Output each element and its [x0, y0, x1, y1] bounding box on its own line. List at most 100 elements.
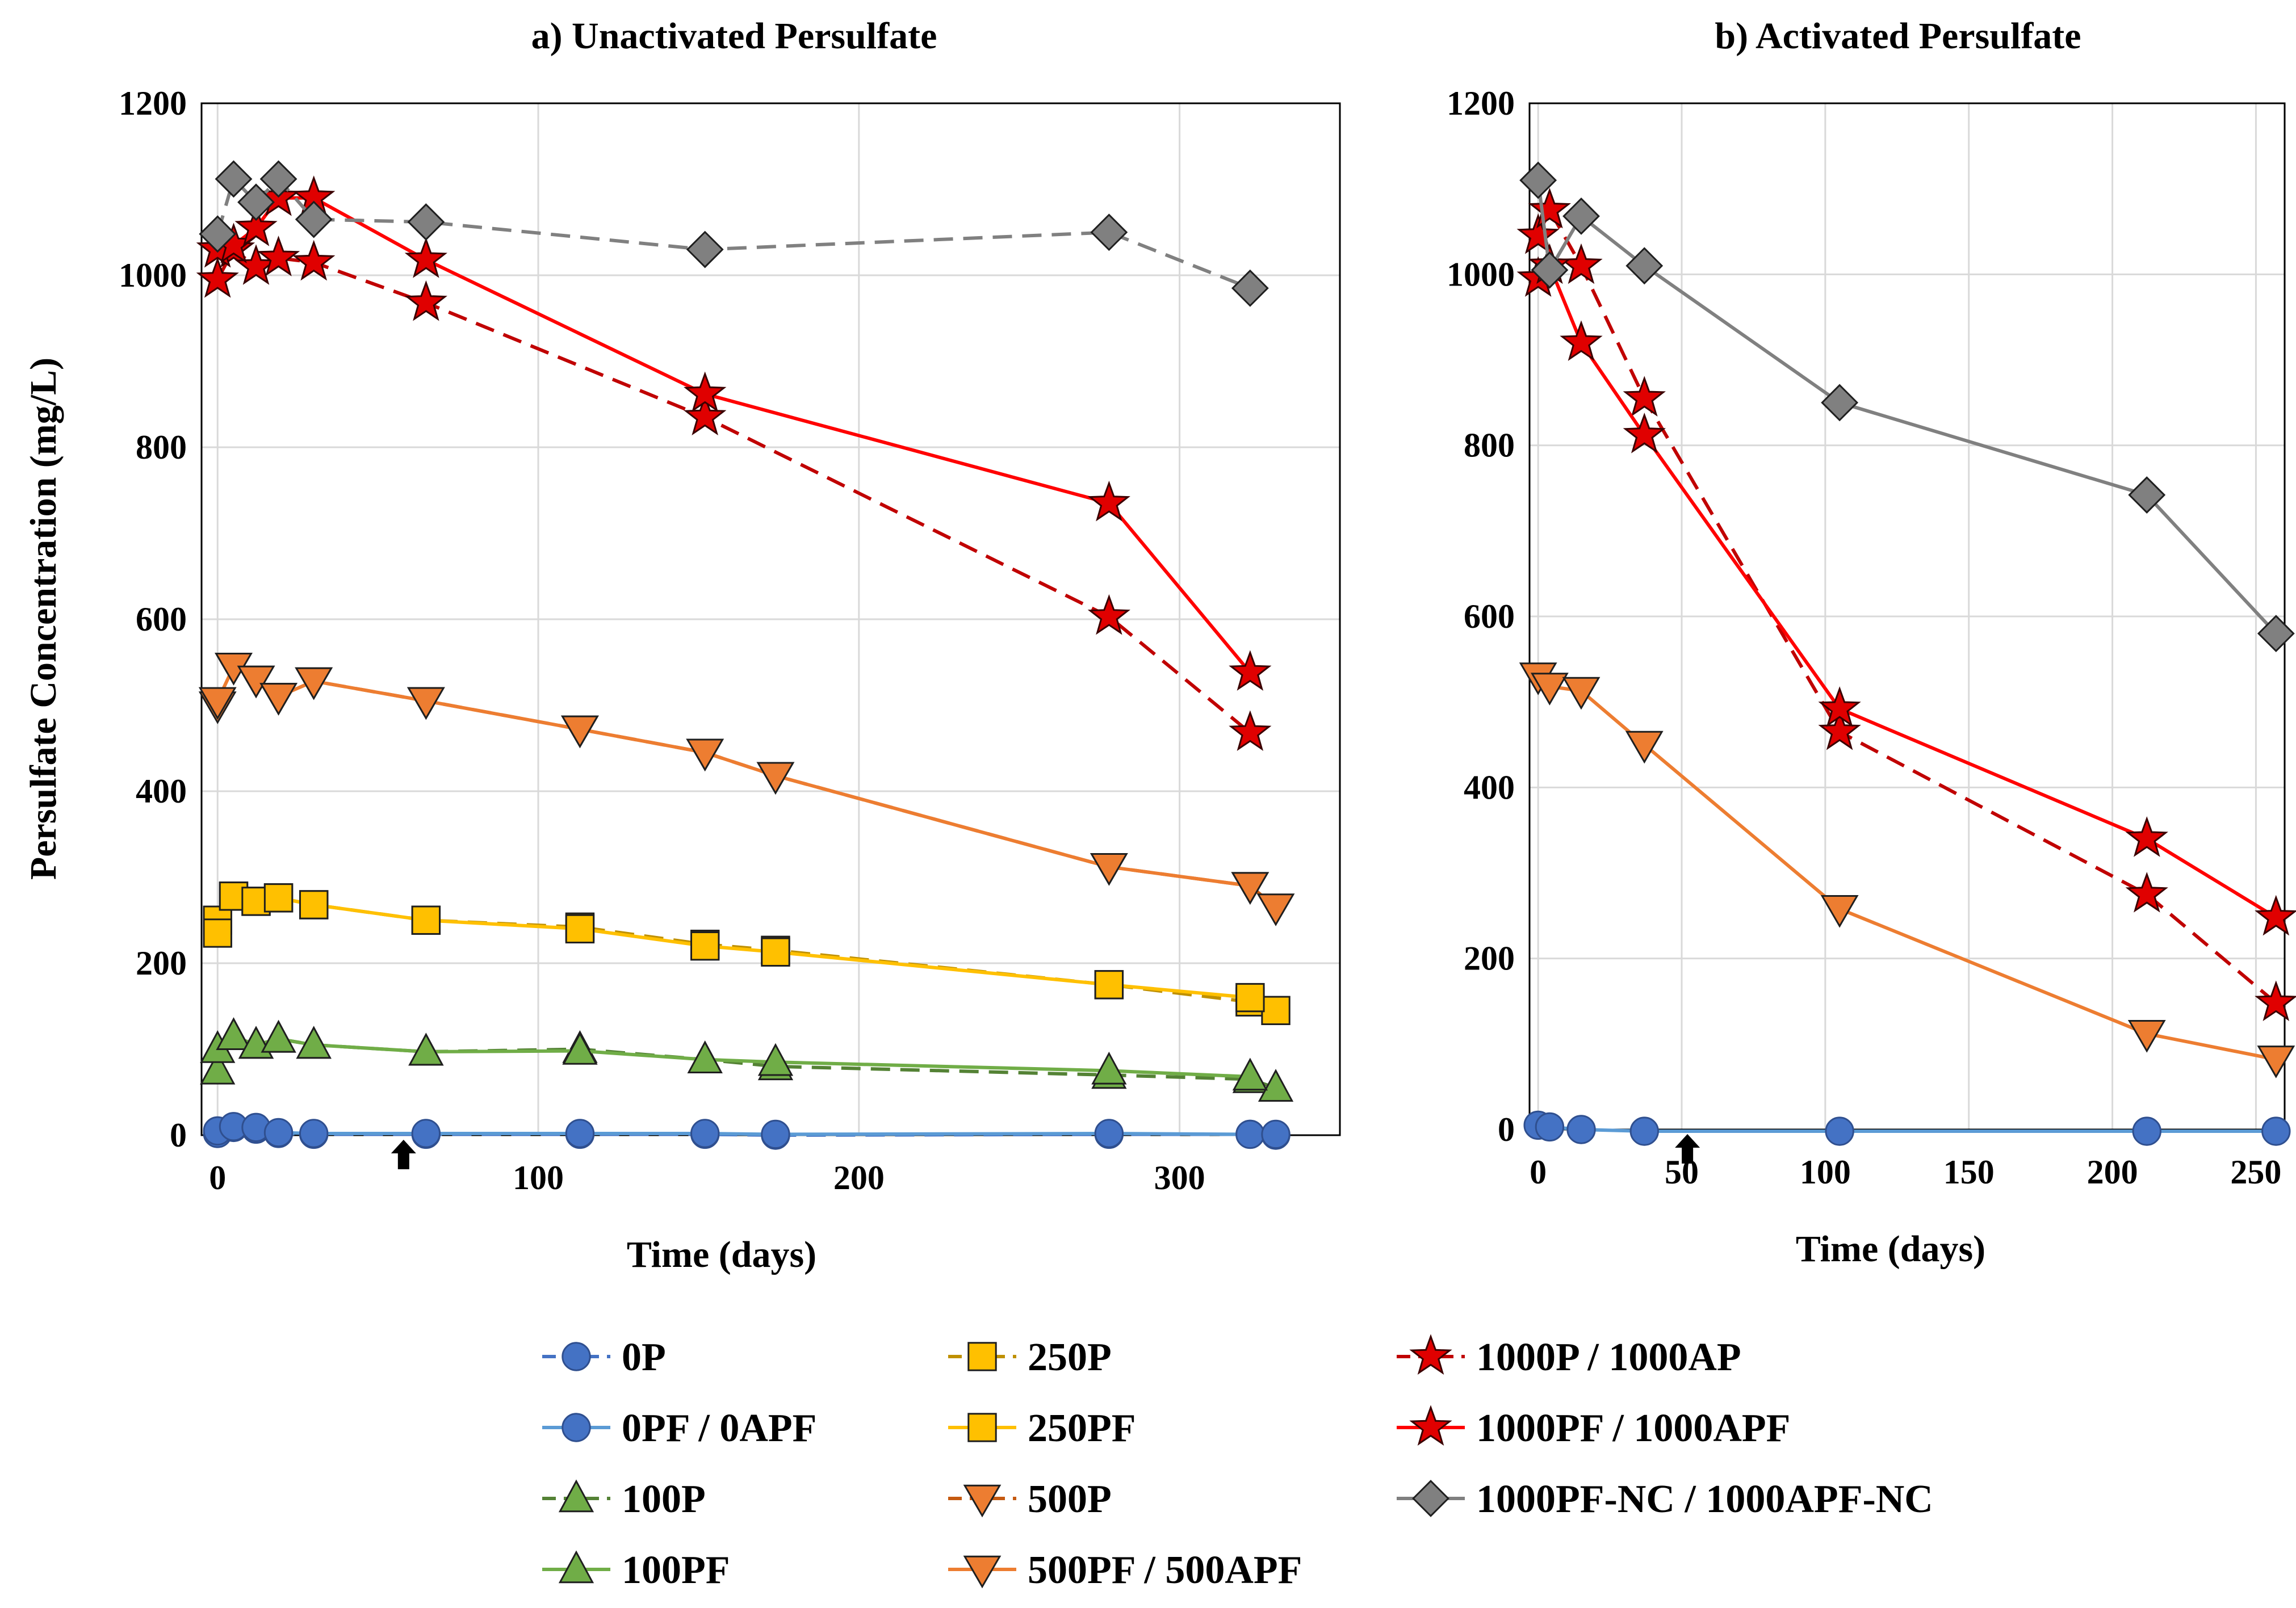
legend-label: 250P	[1028, 1336, 1112, 1379]
a-data-point	[1090, 853, 1128, 886]
legend-entry: 100P	[542, 1477, 706, 1521]
a-data-point	[200, 1051, 236, 1085]
legend-marker	[963, 1484, 1002, 1518]
b-data-point	[1519, 161, 1557, 199]
legend-entry: 250PF	[948, 1407, 1136, 1450]
panel-b-x-axis-title: Time (days)	[1796, 1228, 1985, 1270]
a-y-tick-label: 0	[170, 1116, 187, 1154]
a-data-point	[686, 230, 724, 268]
a-data-point	[687, 1040, 723, 1073]
a-data-point	[761, 1119, 790, 1149]
a-data-point	[565, 914, 595, 944]
b-data-point	[1825, 1116, 1854, 1146]
b-y-tick-label: 200	[1464, 940, 1515, 977]
legend-label: 0PF / 0APF	[622, 1407, 816, 1450]
a-data-point	[1261, 996, 1291, 1026]
a-data-point	[1087, 594, 1130, 635]
b-data-point	[2127, 1019, 2166, 1053]
a-data-point	[1256, 893, 1295, 926]
panel-b-title: b) Activated Persulfate	[1715, 15, 2081, 57]
legend-label: 1000PF / 1000APF	[1476, 1407, 1790, 1450]
panel-a-y-axis-title: Persulfate Concentration (mg/L)	[23, 358, 64, 880]
a-data-point	[761, 937, 790, 967]
a-data-point	[407, 687, 445, 720]
b-data-point	[2255, 895, 2296, 936]
a-data-point	[257, 236, 300, 276]
a-y-tick-label: 600	[136, 601, 187, 638]
a-x-tick-label: 300	[1154, 1159, 1205, 1196]
b-data-point	[1625, 730, 1664, 764]
b-y-tick-label: 0	[1498, 1111, 1515, 1148]
b-data-point	[1535, 1112, 1565, 1142]
a-data-point	[259, 683, 298, 716]
a-data-point	[1235, 983, 1265, 1013]
b-series-0pf-0apf	[1523, 1110, 2291, 1146]
panel-a-unactivated: a) Unactivated Persulfate 0 100 200 300 0 20…	[23, 15, 1341, 1275]
a-data-point	[299, 890, 329, 920]
legend-marker	[963, 1555, 1002, 1589]
b-data-point	[2257, 615, 2295, 653]
b-series-1000p-1000ap	[1516, 187, 2296, 1022]
b-y-tick-label: 1200	[1447, 85, 1515, 122]
legend-entry: 250P	[948, 1336, 1112, 1379]
a-y-tick-label: 1000	[119, 257, 187, 294]
a-data-point	[196, 257, 239, 298]
legend-label: 100P	[622, 1477, 706, 1521]
b-data-point	[2128, 476, 2166, 514]
a-data-point	[407, 203, 445, 241]
a-data-point	[411, 1119, 441, 1148]
a-y-tick-label: 1200	[119, 85, 187, 122]
a-data-point	[295, 667, 333, 700]
legend-label: 500P	[1028, 1477, 1112, 1521]
legend-marker	[967, 1413, 997, 1442]
a-data-point	[1231, 269, 1269, 307]
a-data-point	[1091, 1051, 1127, 1085]
a-data-point	[408, 1032, 444, 1066]
legend-entry: 500P	[948, 1477, 1112, 1521]
a-data-point	[1261, 1119, 1291, 1149]
panel-b-activated: b) Activated Persulfate 0 50 100 150 200 250 …	[1447, 15, 2296, 1270]
b-data-point	[1625, 247, 1664, 285]
a-series-1000pf-nc-1000apf-nc	[199, 160, 1269, 307]
b-data-point	[2255, 980, 2296, 1022]
legend-label: 250PF	[1028, 1407, 1136, 1450]
a-data-point	[684, 371, 727, 413]
a-data-point	[263, 883, 294, 913]
b-data-point	[1818, 686, 1861, 727]
a-data-point	[261, 1019, 296, 1053]
legend-marker	[562, 1413, 591, 1442]
a-data-point	[562, 1032, 598, 1065]
b-data-point	[1528, 187, 1572, 229]
b-y-tick-label: 1000	[1447, 255, 1515, 293]
a-data-point	[237, 183, 275, 221]
b-y-tick-label: 600	[1464, 598, 1515, 635]
b-data-point	[1629, 1116, 1659, 1146]
a-data-point	[404, 280, 447, 321]
a-y-tick-label: 800	[136, 429, 187, 466]
b-data-point	[1562, 197, 1600, 235]
a-x-tick-label: 100	[513, 1159, 564, 1196]
a-data-point	[1232, 1057, 1268, 1091]
legend-marker	[1412, 1480, 1449, 1517]
b-series-500pf-500apf	[1519, 662, 2295, 1078]
legend-label: 0P	[622, 1336, 666, 1379]
legend-label: 500PF / 500APF	[1028, 1548, 1302, 1592]
a-data-point	[684, 394, 727, 436]
a-data-point	[1258, 1069, 1294, 1102]
legend-label: 1000PF-NC / 1000APF-NC	[1476, 1477, 1933, 1521]
panel-a-title: a) Unactivated Persulfate	[531, 15, 937, 57]
a-x-tick-label: 0	[209, 1159, 226, 1196]
b-data-point	[2132, 1116, 2161, 1146]
b-x-tick-label: 50	[1665, 1153, 1699, 1191]
b-data-point	[2257, 1046, 2295, 1078]
b-data-point	[1562, 677, 1601, 710]
legend-label: 1000P / 1000AP	[1476, 1336, 1741, 1379]
a-data-point	[237, 665, 275, 699]
legend-entry: 0PF / 0APF	[542, 1407, 816, 1450]
a-data-point	[259, 160, 298, 198]
a-data-point	[295, 200, 333, 238]
a-y-tick-label: 200	[136, 944, 187, 982]
a-x-tick-label: 200	[833, 1159, 885, 1196]
b-data-point	[1818, 709, 1861, 750]
